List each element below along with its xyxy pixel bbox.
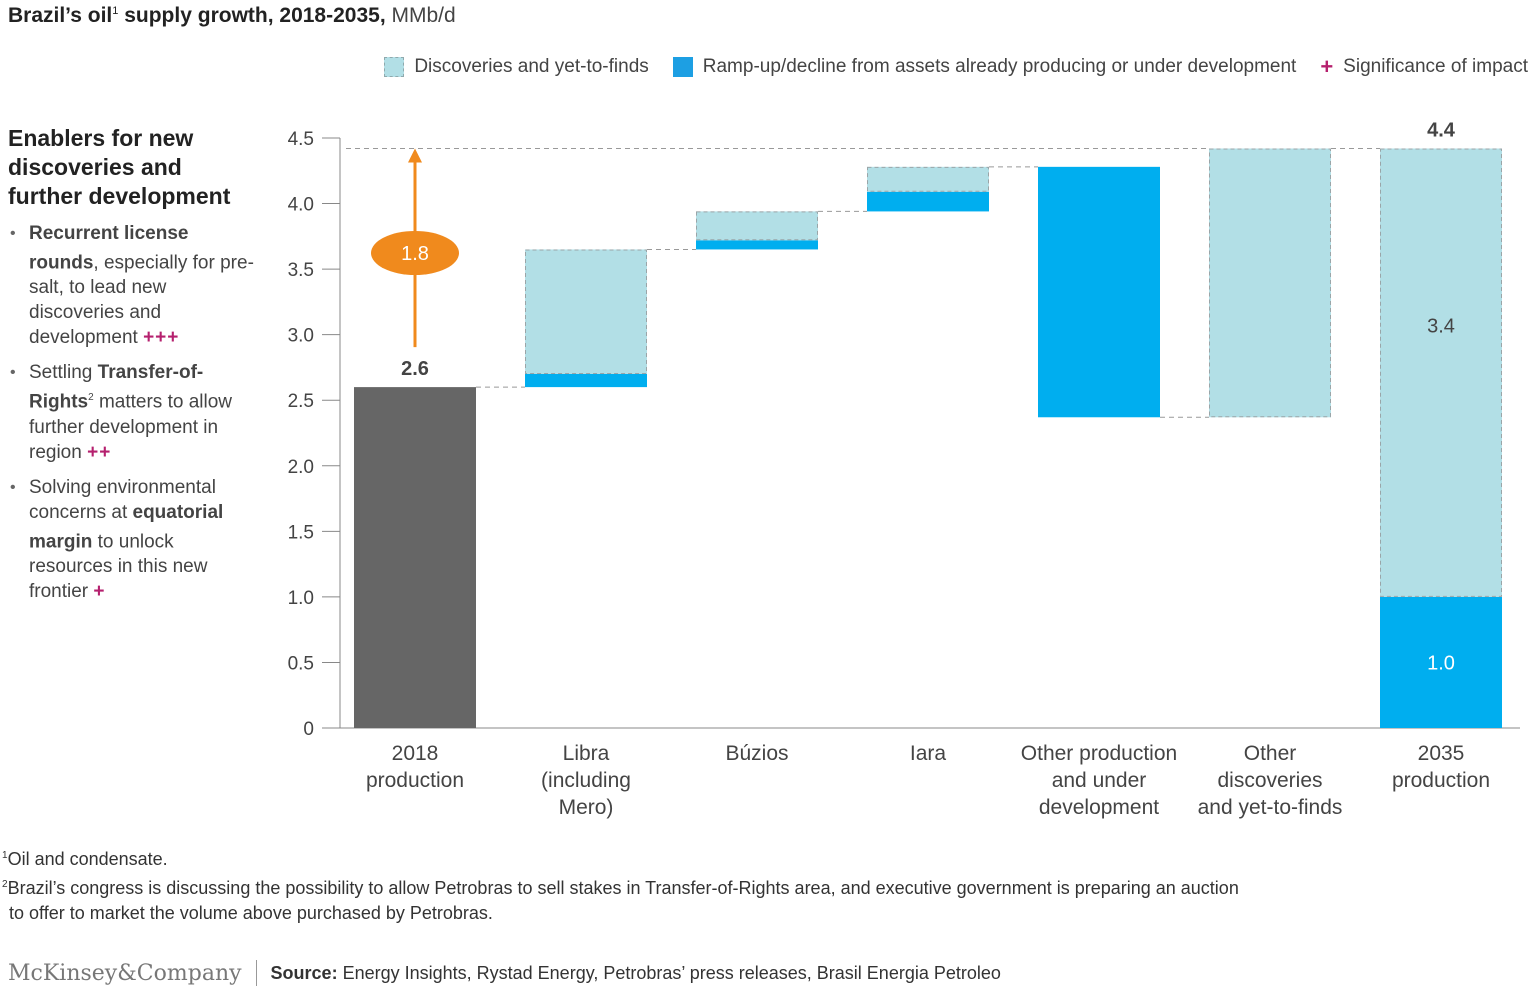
footnote-2: 2Brazil’s congress is discussing the pos…: [2, 872, 1239, 901]
bar-segment-outline: [696, 211, 818, 241]
data-label: 4.4: [1427, 119, 1456, 141]
y-tick-label: 1.0: [288, 588, 314, 609]
enablers-heading: Enablers for new discoveries and further…: [8, 125, 231, 209]
enabler-text: Settling: [29, 362, 98, 384]
y-tick-label: 4.5: [288, 129, 314, 150]
enabler-item: Settling Transfer-of-Rights2 matters to …: [8, 360, 258, 464]
y-tick-label: 3.0: [288, 326, 314, 347]
x-category-label: Iara: [910, 742, 947, 765]
footnote-text: Brazil’s congress is discussing the poss…: [7, 878, 1239, 898]
source-label: Source:: [270, 962, 338, 983]
title-main-rest: supply growth, 2018-2035,: [118, 4, 386, 27]
legend-label-rampup: Ramp-up/decline from assets already prod…: [702, 56, 1297, 77]
enabler-text: to unlock resources in this new frontier: [29, 530, 208, 602]
enabler-sup: 2: [88, 392, 94, 404]
legend: Discoveries and yet-to-finds Ramp-up/dec…: [360, 56, 1528, 78]
x-category-label: and under: [1052, 769, 1147, 792]
legend-swatch-rampup: [672, 57, 693, 77]
x-category-label: Búzios: [725, 742, 788, 765]
bar-segment-ramp-up: [525, 374, 647, 388]
mckinsey-logo: McKinsey&Company: [8, 960, 242, 986]
bar-segment-ramp-up: [696, 240, 818, 250]
bar-segment-outline: [525, 249, 647, 374]
legend-label-significance: Significance of impact: [1343, 56, 1528, 77]
data-label: 2.6: [401, 358, 429, 380]
bar-segment-discoveries: [1209, 148, 1331, 418]
bar-segment-discoveries: [1380, 148, 1502, 597]
y-tick-label: 4.0: [288, 195, 314, 216]
enabler-item: Solving environmental concerns at equato…: [8, 475, 258, 604]
y-tick-label: 0: [303, 719, 314, 740]
x-category-label: (including: [541, 769, 631, 792]
bar-segment-discoveries: [525, 249, 647, 374]
footnote-1: 1Oil and condensate.: [2, 843, 1239, 872]
bar-segment-ramp-up: [867, 191, 989, 212]
source-note: Source: Energy Insights, Rystad Energy, …: [271, 963, 1001, 984]
waterfall-chart: 0 0.5 1.0 1.5 2.0 2.5 3.0 3.5 4.0 4.5 2.6 4.4 3.4 1.0…: [288, 119, 1520, 819]
y-tick-label: 1.5: [288, 522, 314, 543]
legend-swatch-discoveries: [384, 57, 405, 77]
y-tick-label: 0.5: [288, 653, 314, 674]
enabler-text: Solving environmental concerns at: [29, 476, 216, 523]
enabler-text: matters to allow further development in …: [29, 391, 232, 463]
bar-segment-discoveries: [696, 211, 818, 241]
bar-segment-discoveries: [867, 166, 989, 192]
title-main: Brazil’s oil: [8, 4, 113, 27]
x-category-label: Other: [1244, 742, 1297, 765]
footnote-text: Oil and condensate.: [7, 849, 168, 869]
growth-arrow-badge: [371, 231, 459, 275]
footnote-mark: 1: [2, 850, 8, 861]
growth-arrow-label: 1.8: [401, 243, 429, 265]
x-category-label: 2018: [392, 742, 439, 765]
bar-segment-outline: [1209, 148, 1331, 418]
significance-plus: +: [93, 580, 106, 602]
significance-plus: ++: [87, 441, 112, 463]
x-category-label: production: [366, 769, 464, 792]
x-category-label: discoveries: [1217, 769, 1322, 792]
x-category-label: Mero): [559, 796, 614, 819]
bar-segment-ramp-up: [1038, 166, 1160, 418]
bar-segment-outline: [867, 166, 989, 192]
footnote-mark: 2: [2, 879, 8, 890]
legend-item-discoveries: Discoveries and yet-to-finds: [384, 56, 649, 78]
enablers-list: Recurrent license rounds, especially for…: [8, 221, 258, 604]
enabler-item: Recurrent license rounds, especially for…: [8, 221, 258, 350]
footer: McKinsey&Company Source: Energy Insights…: [8, 960, 1001, 986]
y-tick-label: 2.5: [288, 391, 314, 412]
x-category-label: production: [1392, 769, 1490, 792]
bar-segment-outline: [1380, 148, 1502, 597]
legend-item-significance: + Significance of impact: [1320, 56, 1528, 78]
plus-icon: +: [1320, 54, 1334, 79]
enabler-bold: equatorial margin: [29, 501, 224, 552]
footnotes: 1Oil and condensate. 2Brazil’s congress …: [2, 843, 1239, 926]
enabler-text: , especially for pre-salt, to lead new d…: [29, 252, 254, 349]
enabler-bold: Recurrent license rounds: [29, 223, 189, 274]
y-tick-label: 3.5: [288, 260, 314, 281]
data-label: 3.4: [1427, 316, 1455, 338]
source-text: Energy Insights, Rystad Energy, Petrobra…: [337, 962, 1001, 983]
x-category-label: Other production: [1021, 742, 1177, 765]
x-category-label: and yet-to-finds: [1198, 796, 1343, 819]
significance-plus: +++: [143, 327, 180, 349]
footer-divider: [255, 960, 257, 986]
x-category-label: 2035: [1418, 742, 1465, 765]
data-label: 1.0: [1427, 652, 1455, 674]
title-footnote-mark: 1: [112, 5, 119, 17]
bar-segment-total: [354, 387, 476, 728]
y-tick-label: 2.0: [288, 457, 314, 478]
legend-label-discoveries: Discoveries and yet-to-finds: [414, 56, 649, 77]
x-category-label: Libra: [563, 742, 610, 765]
title-unit: MMb/d: [391, 4, 456, 27]
legend-item-rampup: Ramp-up/decline from assets already prod…: [672, 56, 1297, 78]
footnote-2-cont: to offer to market the volume above purc…: [9, 903, 493, 923]
chart-title: Brazil’s oil1 supply growth, 2018-2035, …: [8, 4, 456, 28]
x-category-label: development: [1039, 796, 1159, 819]
enablers-panel: Enablers for new discoveries and further…: [8, 124, 258, 614]
bar-segment-ramp-up: [1380, 596, 1502, 728]
growth-arrow-head: [408, 148, 422, 163]
enabler-bold: Transfer-of-Rights: [29, 362, 204, 413]
